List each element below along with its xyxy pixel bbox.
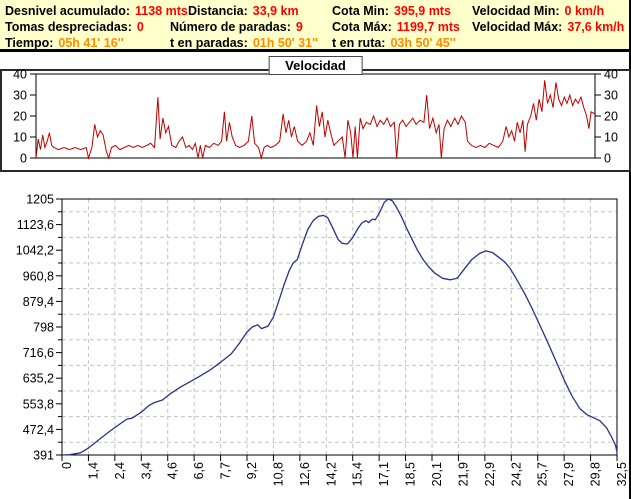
speed-ytick-right: 0	[604, 152, 611, 166]
stat-label: Cota Min:	[332, 4, 389, 18]
stat-value: 03h 50' 45''	[390, 36, 456, 50]
speed-ytick-left: 20	[13, 110, 27, 124]
altitude-xtick: 15,4	[351, 462, 365, 486]
stat-label: t en paradas:	[170, 36, 248, 50]
stat-label: Velocidad Máx:	[472, 20, 563, 34]
speed-ytick-right: 10	[604, 131, 618, 145]
stat-label: Distancia:	[188, 4, 248, 18]
stat-cell: Distancia: 33,9 km	[170, 3, 332, 19]
altitude-xtick: 2,4	[113, 462, 127, 479]
stat-value: 1138 mts	[135, 4, 188, 18]
stat-value: 01h 50' 31''	[252, 36, 319, 50]
stat-cell: Número de paradas: 9	[170, 19, 332, 35]
altitude-ytick: 635,2	[23, 372, 54, 386]
stat-value: 9	[295, 20, 303, 34]
altitude-xtick: 32,5	[615, 462, 629, 486]
stat-value: 0	[136, 20, 144, 34]
stat-value: 05h 41' 16''	[58, 36, 124, 50]
speed-ytick-left: 10	[13, 131, 27, 145]
stat-value: 0 km/h	[564, 4, 605, 18]
velocity-chart-title: Velocidad	[268, 56, 363, 75]
altitude-series-line	[61, 198, 618, 456]
speed-ytick-left: 40	[13, 68, 27, 82]
speed-ytick-right: 20	[604, 110, 618, 124]
altitude-axis: 1205 1123,6 1042,2 960,8 879,4 798 716,6 635,2 5…	[16, 193, 629, 487]
altitude-xtick: 14,2	[324, 462, 338, 486]
altitude-ytick: 1042,2	[16, 244, 54, 258]
speed-series-line	[35, 80, 596, 160]
stat-label: Tiempo:	[5, 36, 54, 50]
window-border	[629, 0, 631, 499]
altitude-xtick: 25,7	[536, 462, 550, 486]
stat-cell: Cota Máx: 1199,7 mts	[332, 19, 472, 35]
altitude-ytick: 960,8	[23, 269, 54, 283]
altitude-chart: 1205 1123,6 1042,2 960,8 879,4 798 716,6 635,2 5…	[16, 193, 629, 487]
stat-cell: Tomas despreciadas: 0	[0, 19, 170, 35]
stat-cell: t en ruta: 03h 50' 45''	[332, 35, 472, 51]
altitude-xtick: 3,4	[139, 462, 153, 479]
altitude-xtick: 20,1	[430, 462, 444, 486]
altitude-xtick: 1,4	[86, 462, 100, 479]
altitude-gridlines	[62, 199, 617, 455]
stat-value: 395,9 mts	[393, 4, 451, 18]
stat-cell: Desnivel acumulado: 1138 mts	[0, 3, 188, 19]
altitude-xtick: 17,1	[377, 462, 391, 486]
stat-label: t en ruta:	[332, 36, 386, 50]
speed-ytick-right: 30	[604, 89, 618, 103]
speed-ytick-right: 40	[604, 68, 618, 82]
altitude-xtick: 24,2	[509, 462, 523, 486]
stat-value: 1199,7 mts	[396, 20, 460, 34]
altitude-xtick: 21,9	[456, 462, 470, 486]
altitude-xtick: 29,8	[589, 462, 603, 486]
stat-value: 37,6 km/h	[567, 20, 625, 34]
altitude-xtick: 12,6	[298, 462, 312, 486]
speed-ytick-left: 30	[13, 89, 27, 103]
stat-cell: Tiempo: 05h 41' 16''	[0, 35, 170, 51]
stat-cell: t en paradas: 01h 50' 31''	[170, 35, 332, 51]
stat-cell: Velocidad Min: 0 km/h	[472, 3, 631, 19]
stat-value: 33,9 km	[252, 4, 299, 18]
altitude-ytick: 798	[33, 321, 54, 335]
speed-axis: 0 0 10 10 20 20 30 30 40 40	[13, 68, 618, 166]
stat-label: Número de paradas:	[170, 20, 291, 34]
stat-label: Desnivel acumulado:	[5, 4, 131, 18]
stat-column-3: Velocidad Min: 0 km/h Velocidad Máx: 37,6 k…	[472, 3, 631, 49]
stats-header: Desnivel acumulado: 1138 mts Tomas desprec…	[0, 0, 631, 52]
altitude-xtick: 18,5	[404, 462, 418, 486]
altitude-xtick: 6,6	[192, 462, 206, 479]
stat-cell: Cota Min: 395,9 mts	[332, 3, 472, 19]
stat-cell	[472, 35, 631, 49]
altitude-xtick: 7,7	[219, 462, 233, 479]
altitude-xtick: 10,8	[271, 462, 285, 486]
altitude-xtick: 27,9	[562, 462, 576, 486]
altitude-ytick: 1205	[26, 193, 54, 207]
stat-column-2: Cota Min: 395,9 mts Cota Máx: 1199,7 mts t e…	[332, 3, 472, 51]
altitude-ytick: 1123,6	[17, 218, 54, 232]
stat-label: Tomas despreciadas:	[5, 20, 132, 34]
altitude-ytick: 553,8	[23, 397, 54, 411]
altitude-xtick: 9,2	[245, 462, 259, 479]
speed-ytick-left: 0	[20, 152, 27, 166]
altitude-xtick: 0	[60, 462, 74, 469]
stat-cell: Velocidad Máx: 37,6 km/h	[472, 19, 631, 35]
altitude-xtick: 4,6	[166, 462, 180, 479]
stat-column-1: Distancia: 33,9 km Número de paradas: 9 t en…	[170, 3, 332, 51]
stat-column-0: Desnivel acumulado: 1138 mts Tomas desprec…	[0, 3, 188, 51]
altitude-ytick: 472,4	[23, 423, 54, 437]
altitude-xtick: 22,9	[483, 462, 497, 486]
altitude-ytick: 391	[33, 449, 54, 463]
stat-label: Velocidad Min:	[472, 4, 560, 18]
stat-label: Cota Máx:	[332, 20, 392, 34]
altitude-ytick: 879,4	[23, 295, 54, 309]
altitude-ytick: 716,6	[23, 346, 54, 360]
speed-chart: 0 0 10 10 20 20 30 30 40 40	[13, 68, 618, 166]
